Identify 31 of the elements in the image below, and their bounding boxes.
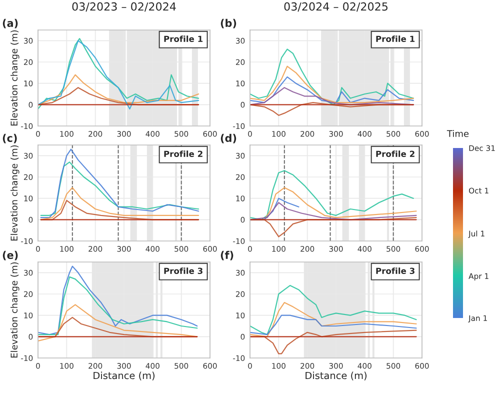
color-bar-title: Time (446, 130, 469, 138)
line-series (40, 148, 200, 218)
line-series (250, 284, 417, 336)
chart-title: 03/2023 – 02/2024 (72, 2, 176, 12)
text: (e) (2, 250, 18, 260)
line-series (250, 202, 417, 220)
text: (d) (220, 134, 236, 144)
text: (b) (220, 18, 236, 28)
x-axis-title: Distance (m) (94, 372, 154, 380)
line-series (40, 162, 200, 216)
annotation: Profile 3 (164, 268, 202, 274)
y-axis-title: Elevation change (m) (10, 30, 20, 126)
line-series (250, 48, 414, 106)
y-axis-title: Elevation change (m) (10, 145, 20, 240)
x-axis-title: Distance (m) (306, 372, 366, 380)
text: (c) (2, 134, 17, 144)
annotation: Profile 1 (164, 36, 203, 42)
annotation: Profile 2 (164, 150, 202, 158)
chart-title: 03/2024 – 02/2025 (284, 2, 388, 12)
y-axis-title: Elevation change (m) (10, 262, 20, 358)
line-series (250, 76, 414, 104)
annotation: Profile 2 (376, 150, 414, 158)
line-series (250, 314, 417, 336)
text: (a) (2, 18, 18, 28)
line-series (250, 66, 414, 104)
line-series (250, 302, 417, 338)
line-series (40, 187, 200, 220)
annotation: Profile 1 (376, 36, 415, 42)
text: (f) (220, 250, 234, 260)
line-series (250, 170, 414, 220)
annotation: Profile 3 (376, 268, 414, 274)
